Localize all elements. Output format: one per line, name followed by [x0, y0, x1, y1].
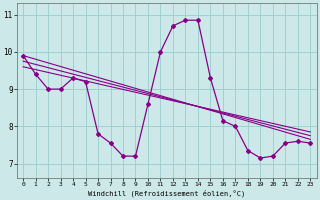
X-axis label: Windchill (Refroidissement éolien,°C): Windchill (Refroidissement éolien,°C)	[88, 189, 245, 197]
